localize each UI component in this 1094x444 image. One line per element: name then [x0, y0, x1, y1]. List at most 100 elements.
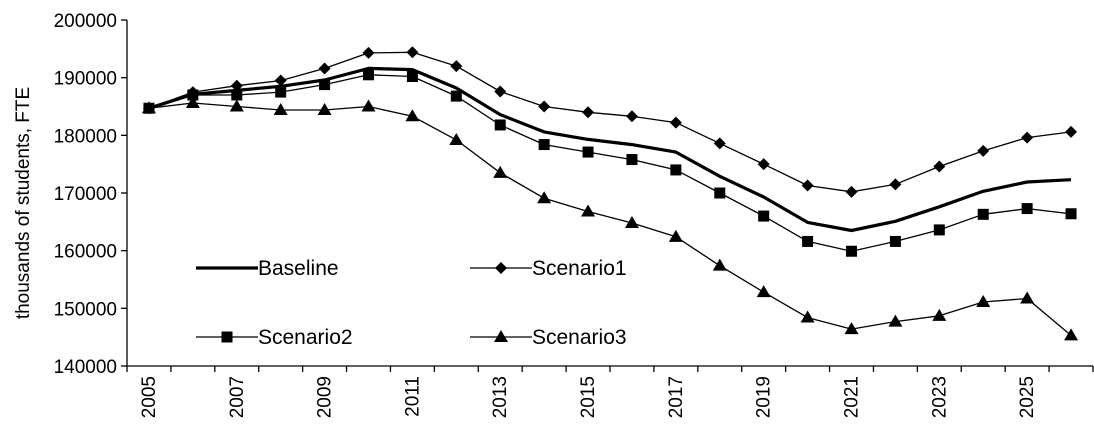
legend: Baseline Scenario1 Scenario2 Scenario3 [196, 257, 627, 349]
data-point-scenario3 [888, 314, 903, 327]
data-point-scenario2 [758, 210, 770, 222]
x-tick-label: 2025 [1017, 376, 1038, 418]
data-point-scenario1 [318, 62, 331, 75]
data-point-scenario3 [668, 229, 683, 242]
y-tick-label: 160000 [54, 242, 117, 263]
x-tick-label: 2023 [929, 376, 950, 418]
data-point-scenario1 [362, 46, 375, 59]
y-tick-labels: 140000 150000 160000 170000 180000 190000 2000… [54, 11, 117, 378]
data-point-scenario3 [229, 99, 244, 112]
axes [121, 19, 1094, 372]
data-point-scenario3 [844, 322, 859, 335]
data-point-scenario2 [450, 90, 462, 102]
data-point-scenario3 [141, 101, 156, 114]
y-tick-label: 150000 [54, 299, 117, 320]
series-scenario2 [143, 69, 1077, 257]
data-point-scenario1 [845, 185, 858, 198]
data-point-scenario3 [185, 96, 200, 109]
series-group [141, 46, 1079, 341]
data-point-scenario3 [976, 294, 991, 307]
data-point-scenario1 [625, 110, 638, 123]
y-tick-label: 180000 [54, 126, 117, 147]
x-tick-label: 2019 [754, 376, 775, 418]
y-tick-label: 170000 [54, 184, 117, 205]
legend-label: Baseline [258, 257, 339, 280]
data-point-scenario3 [756, 285, 771, 298]
x-tick-label: 2021 [842, 376, 863, 418]
data-point-scenario2 [319, 79, 331, 91]
data-point-scenario3 [273, 102, 288, 115]
legend-label: Scenario2 [258, 326, 353, 349]
x-tick-labels: 2005 2007 2009 2011 2013 2015 2017 2019 2021 2023… [139, 376, 1038, 418]
x-tick-label: 2007 [227, 376, 248, 418]
data-point-scenario1 [230, 79, 243, 92]
data-point-scenario3 [800, 310, 815, 323]
data-point-scenario3 [1064, 328, 1079, 341]
data-point-scenario2 [714, 187, 726, 199]
data-point-scenario2 [275, 86, 287, 98]
y-axis-label: thousands of students, FTE [13, 87, 34, 319]
data-point-scenario3 [449, 132, 464, 145]
data-point-scenario2 [1065, 208, 1077, 220]
data-point-scenario3 [581, 204, 596, 217]
x-tick-label: 2013 [490, 376, 511, 418]
legend-label: Scenario3 [532, 326, 627, 349]
y-tick-label: 200000 [54, 11, 117, 32]
data-point-scenario2 [231, 89, 243, 101]
data-point-scenario1 [801, 179, 814, 192]
legend-item-scenario3: Scenario3 [470, 326, 627, 349]
data-point-scenario1 [1065, 125, 1078, 138]
legend-item-baseline: Baseline [196, 257, 339, 280]
data-point-scenario1 [669, 116, 682, 129]
data-point-scenario1 [933, 160, 946, 173]
data-point-scenario2 [538, 139, 550, 151]
data-point-scenario1 [274, 74, 287, 87]
series-baseline [148, 66, 1072, 233]
data-point-scenario3 [317, 102, 332, 115]
data-point-scenario1 [494, 85, 507, 98]
data-point-scenario1 [713, 137, 726, 150]
data-point-scenario1 [977, 144, 990, 157]
y-tick-label: 140000 [54, 357, 117, 378]
legend-marker [494, 330, 508, 342]
data-point-scenario3 [405, 109, 420, 122]
y-tick-label: 190000 [54, 69, 117, 90]
series-scenario3 [141, 96, 1079, 341]
x-tick-label: 2011 [402, 376, 423, 417]
x-tick-label: 2017 [666, 376, 687, 418]
x-tick-label: 2015 [578, 376, 599, 418]
series-scenario1 [142, 46, 1078, 198]
legend-label: Scenario1 [532, 257, 627, 280]
data-point-scenario1 [582, 106, 595, 119]
data-point-scenario3 [932, 308, 947, 321]
data-point-scenario2 [846, 245, 857, 257]
series-line-scenario2 [148, 74, 1072, 252]
data-point-scenario2 [187, 89, 199, 101]
legend-marker [221, 331, 233, 343]
data-point-scenario2 [977, 208, 989, 220]
legend-marker [495, 262, 507, 274]
data-point-scenario2 [626, 154, 638, 166]
data-point-scenario3 [1020, 291, 1035, 304]
x-tick-label: 2009 [315, 376, 336, 418]
data-point-scenario1 [757, 158, 770, 171]
series-line-baseline [148, 66, 1072, 233]
data-point-scenario2 [582, 146, 594, 158]
data-point-scenario1 [450, 60, 463, 73]
data-point-scenario1 [406, 46, 419, 59]
legend-item-scenario2: Scenario2 [196, 326, 353, 349]
series-line-scenario3 [148, 102, 1072, 336]
data-point-scenario3 [712, 258, 727, 271]
data-point-scenario2 [406, 71, 418, 83]
data-point-scenario1 [1021, 131, 1034, 144]
data-point-scenario3 [493, 165, 508, 178]
x-tick-label: 2005 [139, 376, 160, 418]
data-point-scenario2 [494, 119, 506, 131]
data-point-scenario2 [1021, 203, 1033, 215]
data-point-scenario1 [889, 178, 902, 191]
data-point-scenario3 [537, 191, 552, 204]
data-point-scenario3 [361, 99, 376, 112]
series-line-scenario1 [148, 51, 1072, 193]
data-point-scenario2 [363, 69, 374, 81]
